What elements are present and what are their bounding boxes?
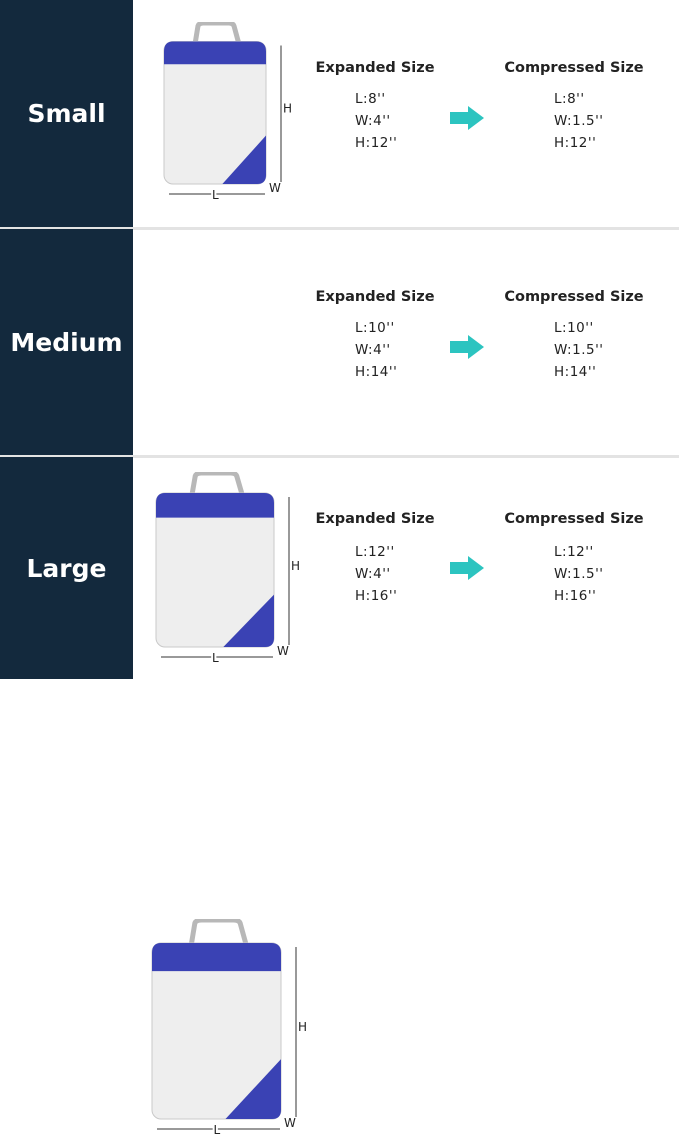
expanded-size-values: L:10'' W:4'' H:14'' (355, 317, 397, 383)
expanded-length: L:8'' (355, 91, 386, 107)
compressed-size-title: Compressed Size (504, 60, 644, 76)
compressed-size-title: Compressed Size (504, 289, 644, 305)
compressed-size-section: Compressed Size (474, 511, 674, 527)
expanded-height: H:14'' (355, 364, 398, 380)
compressed-length: L:12'' (554, 544, 594, 560)
width-label: W (269, 181, 281, 195)
size-label-panel: Medium (0, 229, 133, 455)
size-label: Small (27, 99, 106, 128)
expanded-length: L:10'' (355, 320, 395, 336)
compressed-length: L:8'' (554, 91, 585, 107)
compressed-length: L:10'' (554, 320, 594, 336)
compressed-size-section: Compressed Size (474, 60, 674, 76)
compressed-height: H:14'' (554, 364, 597, 380)
compressed-size-values: L:10'' W:1.5'' H:14'' (554, 317, 604, 383)
expanded-height: H:12'' (355, 135, 398, 151)
height-label: H (291, 559, 300, 573)
expanded-size-values: L:12'' W:4'' H:16'' (355, 541, 397, 607)
size-label: Large (26, 553, 107, 583)
compressed-height: H:12'' (554, 135, 597, 151)
height-label: H (283, 102, 292, 116)
length-label: L (212, 651, 219, 665)
size-label-panel: Small (0, 0, 133, 227)
compressed-size-section: Compressed Size (474, 289, 674, 305)
row-divider (0, 227, 679, 230)
length-label: L (214, 1123, 221, 1137)
packing-cube-image: H L W (163, 22, 292, 204)
expanded-size-section: Expanded Size (275, 511, 475, 527)
size-label-panel: Large (0, 457, 133, 679)
row-divider (0, 455, 679, 458)
width-label: W (277, 644, 289, 658)
arrow-right-icon (450, 335, 484, 359)
width-label: W (284, 1116, 296, 1130)
size-row-medium: Medium H L W Expanded Size L:10'' W:4'' … (0, 229, 679, 667)
size-label: Medium (10, 327, 123, 357)
compressed-width: W:1.5'' (554, 566, 604, 582)
size-row-small: Small H L W Expanded Size L:8'' W:4'' H:… (0, 0, 679, 227)
compressed-height: H:16'' (554, 588, 597, 604)
length-label: L (212, 188, 219, 202)
arrow-right-icon (450, 556, 484, 580)
packing-cube-image: H L W (155, 472, 300, 667)
expanded-width: W:4'' (355, 342, 391, 358)
arrow-right-icon (450, 106, 484, 130)
packing-cube-image: H L W (151, 919, 307, 1139)
compressed-size-title: Compressed Size (504, 511, 644, 527)
expanded-size-values: L:8'' W:4'' H:12'' (355, 88, 397, 154)
compressed-size-values: L:8'' W:1.5'' H:12'' (554, 88, 604, 154)
size-row-large: Large H L W Expanded Size L:12'' W:4'' H… (0, 457, 679, 1139)
expanded-width: W:4'' (355, 566, 391, 582)
compressed-size-values: L:12'' W:1.5'' H:16'' (554, 541, 604, 607)
compressed-width: W:1.5'' (554, 113, 604, 129)
height-label: H (298, 1020, 307, 1034)
expanded-size-title: Expanded Size (315, 289, 435, 305)
expanded-width: W:4'' (355, 113, 391, 129)
expanded-size-section: Expanded Size (275, 60, 475, 76)
expanded-size-title: Expanded Size (315, 60, 435, 76)
expanded-length: L:12'' (355, 544, 395, 560)
expanded-height: H:16'' (355, 588, 398, 604)
compressed-width: W:1.5'' (554, 342, 604, 358)
expanded-size-title: Expanded Size (315, 511, 435, 527)
expanded-size-section: Expanded Size (275, 289, 475, 305)
